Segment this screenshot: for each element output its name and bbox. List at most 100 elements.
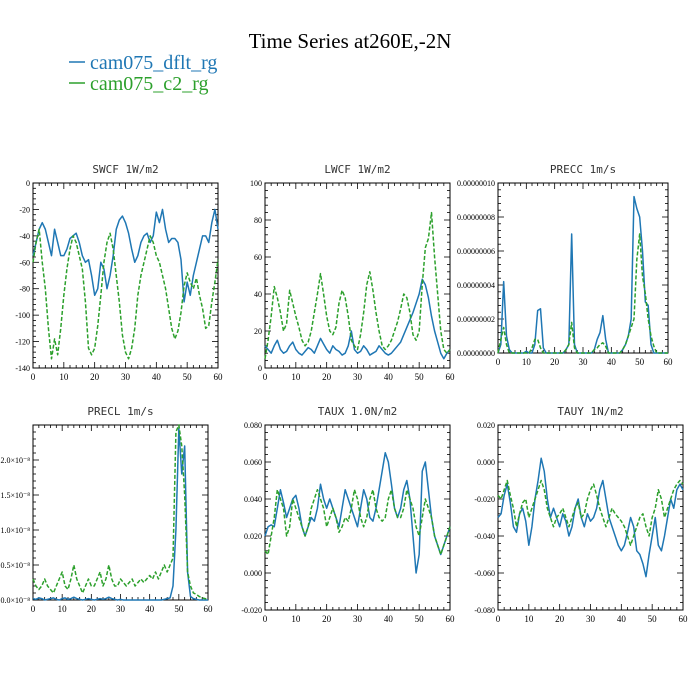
x-tick-label: 30 xyxy=(353,372,363,382)
y-tick-label: 40 xyxy=(254,290,262,299)
x-tick-label: 50 xyxy=(648,614,658,624)
panel-tauy: TAUY 1N/m2 0 10 20 30 40 50 60 -0.080 -0.060 -0.04… xyxy=(474,405,688,624)
series-line-dflt xyxy=(32,427,208,601)
x-tick-label: 20 xyxy=(555,614,565,624)
y-tick-label: 0.00000004 xyxy=(457,281,495,290)
x-tick-label: 0 xyxy=(31,604,36,614)
x-tick-label: 10 xyxy=(291,372,301,382)
y-tick-label: 0.00000008 xyxy=(457,213,495,222)
series-line-c2 xyxy=(32,424,209,601)
x-tick-label: 40 xyxy=(152,372,162,382)
x-tick-label: 10 xyxy=(524,614,534,624)
panel-title: PRECC 1m/s xyxy=(550,163,616,176)
main-title: Time Series at260E,-2N xyxy=(249,29,452,53)
x-tick-label: 40 xyxy=(384,614,394,624)
x-tick-label: 20 xyxy=(322,614,332,624)
series-line-c2 xyxy=(497,233,668,354)
y-tick-label: -0.040 xyxy=(474,532,495,541)
x-tick-label: 60 xyxy=(214,372,224,382)
x-tick-label: 10 xyxy=(58,604,68,614)
y-tick-label: 0.000 xyxy=(477,458,495,467)
legend-label-dflt: cam075_dflt_rg xyxy=(90,52,217,74)
series-line-dflt xyxy=(264,452,451,574)
plot-frame xyxy=(32,182,219,369)
panels: SWCF 1W/m2 0 10 20 30 40 50 60 -140 -120 -100 -80 -6… xyxy=(0,163,688,624)
y-tick-label: 0 xyxy=(258,364,262,373)
x-tick-label: 50 xyxy=(183,372,193,382)
x-tick-label: 10 xyxy=(291,614,301,624)
x-tick-label: 0 xyxy=(263,614,268,624)
x-tick-label: 10 xyxy=(522,357,532,367)
x-tick-label: 30 xyxy=(353,614,363,624)
panel-title: PRECL 1m/s xyxy=(87,405,153,418)
x-tick-label: 40 xyxy=(617,614,627,624)
y-tick-label: 0.00000000 xyxy=(457,349,495,358)
x-tick-label: 0 xyxy=(496,614,501,624)
x-tick-label: 20 xyxy=(90,372,100,382)
x-tick-label: 20 xyxy=(550,357,560,367)
y-tick-label: -0.020 xyxy=(474,495,495,504)
y-tick-label: 0.060 xyxy=(244,458,262,467)
y-tick-label: -40 xyxy=(19,232,30,241)
plot-frame xyxy=(264,424,451,611)
panel-title: SWCF 1W/m2 xyxy=(92,163,158,176)
y-tick-label: 0.020 xyxy=(244,532,262,541)
panel-swcf: SWCF 1W/m2 0 10 20 30 40 50 60 -140 -120 -100 -80 -6… xyxy=(15,163,223,382)
series-line-c2 xyxy=(32,228,219,360)
x-tick-label: 0 xyxy=(496,357,501,367)
y-tick-label: -140 xyxy=(15,364,30,373)
x-tick-label: 20 xyxy=(322,372,332,382)
x-tick-label: 30 xyxy=(116,604,126,614)
y-tick-label: -0.060 xyxy=(474,569,495,578)
x-tick-label: 60 xyxy=(204,604,214,614)
y-tick-label: 0.00000010 xyxy=(457,179,495,188)
x-tick-label: 10 xyxy=(59,372,69,382)
plot-frame xyxy=(264,182,451,369)
y-tick-label: 1.0×10⁻⁸ xyxy=(0,526,30,535)
y-tick-label: 0.00000006 xyxy=(457,247,495,256)
x-tick-label: 40 xyxy=(384,372,394,382)
series-line-dflt xyxy=(32,208,219,303)
series-line-c2 xyxy=(264,489,451,556)
x-tick-label: 60 xyxy=(446,614,456,624)
panel-title: TAUY 1N/m2 xyxy=(557,405,623,418)
series-line-dflt xyxy=(497,457,684,578)
y-tick-label: 0.020 xyxy=(477,421,495,430)
y-tick-label: 80 xyxy=(254,216,262,225)
x-tick-label: 50 xyxy=(415,614,425,624)
y-tick-label: 0 xyxy=(26,179,30,188)
x-tick-label: 30 xyxy=(121,372,131,382)
y-tick-label: 0.0×10⁻⁸ xyxy=(0,596,30,605)
y-tick-label: 0.000 xyxy=(244,569,262,578)
x-tick-label: 0 xyxy=(263,372,268,382)
y-tick-label: 0.00000002 xyxy=(457,315,495,324)
y-tick-label: 0.5×10⁻⁸ xyxy=(0,561,30,570)
x-tick-label: 40 xyxy=(607,357,617,367)
panel-taux: TAUX 1.0N/m2 0 10 20 30 40 50 60 -0.020 0.000 0.02… xyxy=(241,405,455,624)
panel-precc: PRECC 1m/s 0 10 20 30 40 50 60 0.00000000 0.00000… xyxy=(457,163,673,367)
y-tick-label: -0.020 xyxy=(241,606,262,615)
panel-title: TAUX 1.0N/m2 xyxy=(318,405,397,418)
series-line-c2 xyxy=(264,211,451,359)
y-tick-label: 2.0×10⁻⁸ xyxy=(0,456,30,465)
x-tick-label: 50 xyxy=(415,372,425,382)
x-tick-label: 0 xyxy=(31,372,36,382)
x-tick-label: 30 xyxy=(579,357,589,367)
y-tick-label: -0.080 xyxy=(474,606,495,615)
series-line-dflt xyxy=(264,278,451,360)
x-tick-label: 60 xyxy=(664,357,674,367)
x-tick-label: 40 xyxy=(145,604,155,614)
x-tick-label: 20 xyxy=(87,604,97,614)
y-tick-label: -60 xyxy=(19,258,30,267)
y-tick-label: 0.080 xyxy=(244,421,262,430)
y-tick-label: -100 xyxy=(15,311,30,320)
series-line-c2 xyxy=(497,479,684,546)
y-tick-label: 60 xyxy=(254,253,262,262)
y-tick-label: -120 xyxy=(15,338,30,347)
panel-lwcf: LWCF 1W/m2 0 10 20 30 40 50 60 0 20 40 60 80 100 xyxy=(250,163,455,382)
x-tick-label: 60 xyxy=(446,372,456,382)
y-tick-label: -20 xyxy=(19,205,30,214)
y-tick-label: 20 xyxy=(254,327,262,336)
x-tick-label: 60 xyxy=(679,614,689,624)
